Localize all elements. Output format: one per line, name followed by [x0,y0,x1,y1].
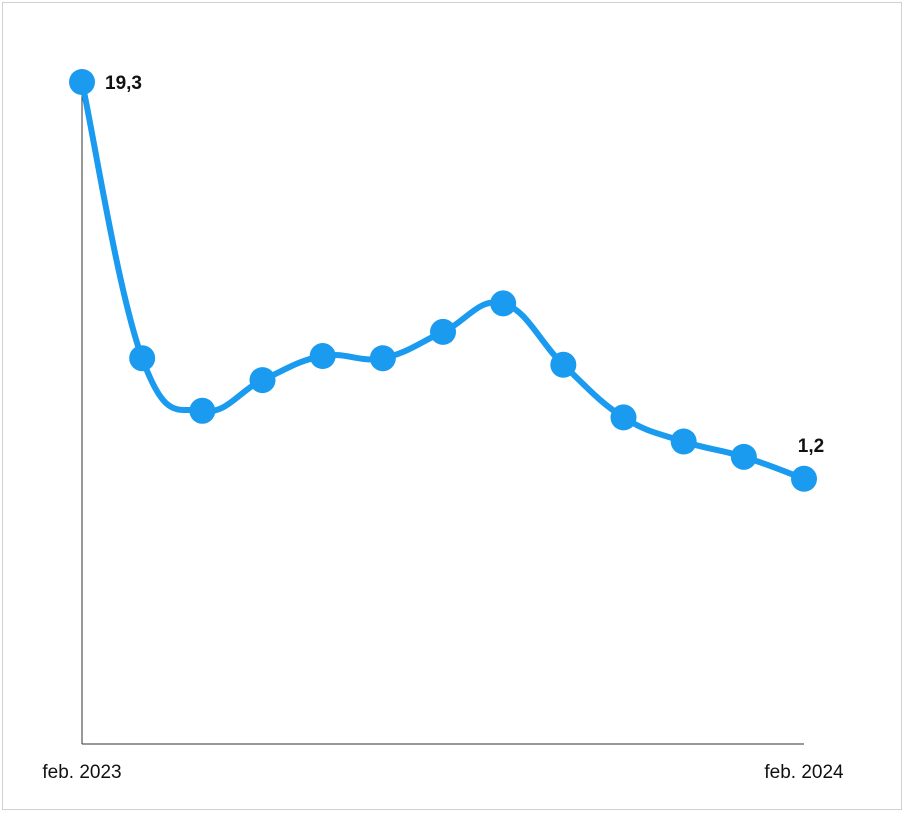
data-point-4 [309,343,336,370]
data-point-7 [490,290,517,317]
data-point-0 [69,69,95,95]
data-point-3 [249,367,276,394]
data-label-0: 19,3 [105,73,142,94]
series-line [79,79,807,482]
data-point-9 [610,404,637,431]
x-tick-label-start: feb. 2023 [42,762,121,783]
data-point-12 [791,465,817,492]
data-point-1 [129,345,156,372]
data-point-2 [189,397,216,424]
data-point-8 [550,351,577,378]
data-point-5 [369,345,396,372]
data-point-11 [730,443,757,470]
data-labels: 19,3 1,2 [105,73,824,457]
data-label-12: 1,2 [798,436,824,457]
data-point-6 [430,318,456,345]
data-point-10 [670,428,697,455]
x-tick-label-end: feb. 2024 [764,762,844,783]
data-points [69,69,817,492]
